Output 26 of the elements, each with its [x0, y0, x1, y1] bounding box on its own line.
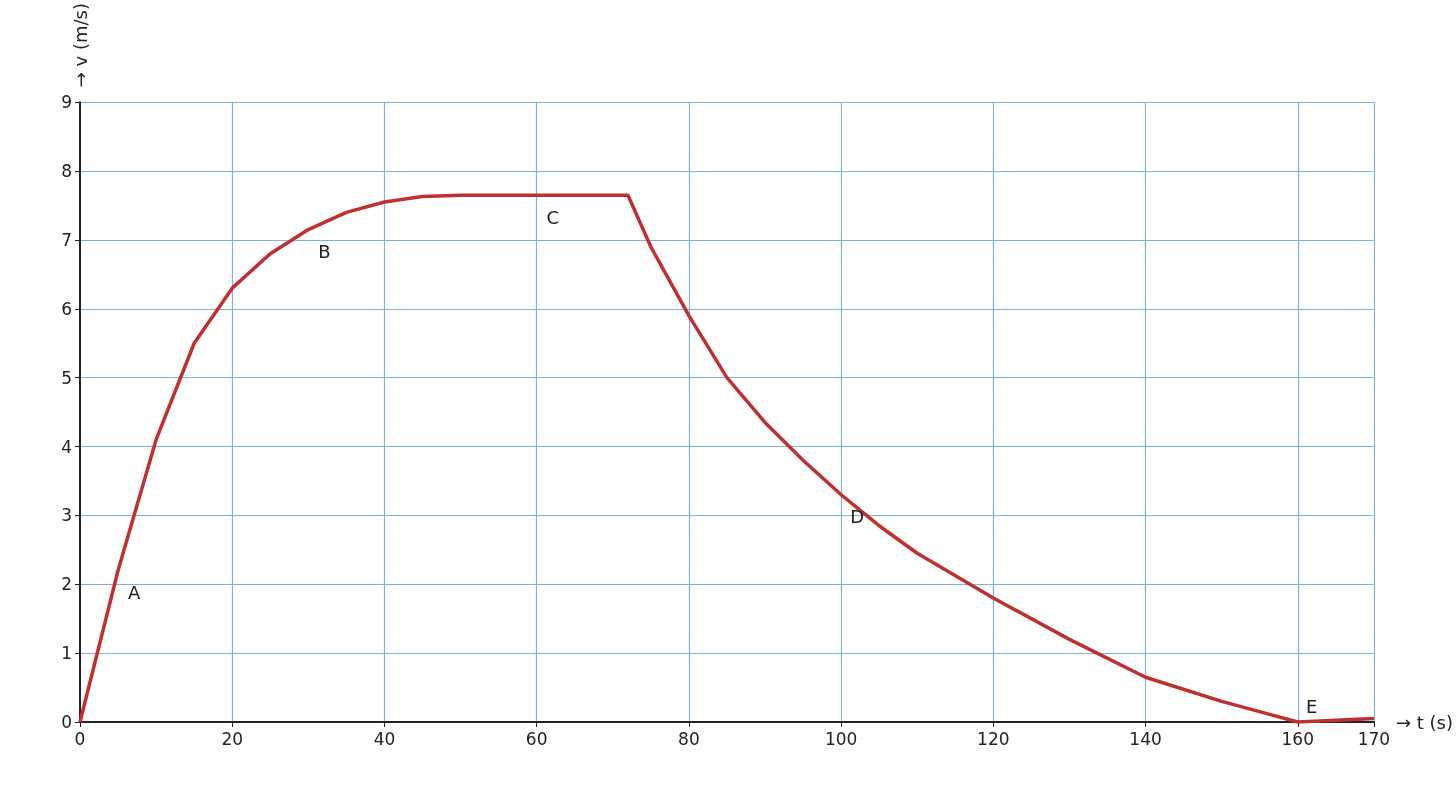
- x-tick-label: 100: [824, 728, 858, 749]
- y-tick-label: 3: [61, 505, 72, 526]
- y-tick-label: 9: [61, 92, 72, 113]
- x-tick-label: 140: [1129, 728, 1162, 749]
- x-axis-title: → t (s): [1395, 711, 1454, 733]
- y-tick-label: 7: [61, 229, 72, 250]
- y-tick-label: 5: [61, 367, 72, 388]
- y-axis-title: → v (m/s): [69, 3, 91, 88]
- annotation: A: [127, 581, 141, 603]
- y-tick-label: 6: [61, 298, 72, 319]
- x-tick-label: 20: [221, 728, 244, 749]
- annotation: E: [1306, 695, 1318, 717]
- x-tick-label: 60: [525, 728, 548, 749]
- y-tick-label: 1: [61, 643, 72, 664]
- y-tick-label: 0: [61, 712, 72, 732]
- x-tick-label: 160: [1281, 728, 1314, 749]
- x-tick-label: 80: [678, 728, 700, 749]
- y-tick-label: 2: [61, 574, 72, 595]
- y-tick-label: 8: [61, 161, 72, 182]
- annotation: C: [546, 206, 559, 228]
- y-tick-label: 4: [61, 436, 72, 457]
- x-tick-label: 0: [74, 728, 86, 749]
- x-tick-label: 170: [1357, 728, 1391, 749]
- annotation: B: [318, 241, 331, 263]
- x-tick-label: 40: [373, 728, 396, 749]
- x-tick-label: 120: [977, 728, 1010, 749]
